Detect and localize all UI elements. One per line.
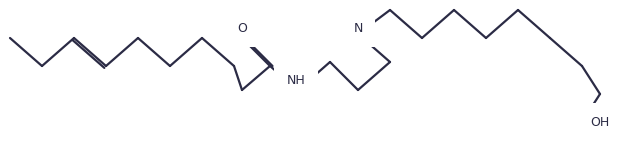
Text: N: N (353, 21, 363, 34)
Text: OH: OH (590, 116, 609, 129)
Text: O: O (237, 21, 247, 34)
Text: NH: NH (286, 74, 306, 87)
